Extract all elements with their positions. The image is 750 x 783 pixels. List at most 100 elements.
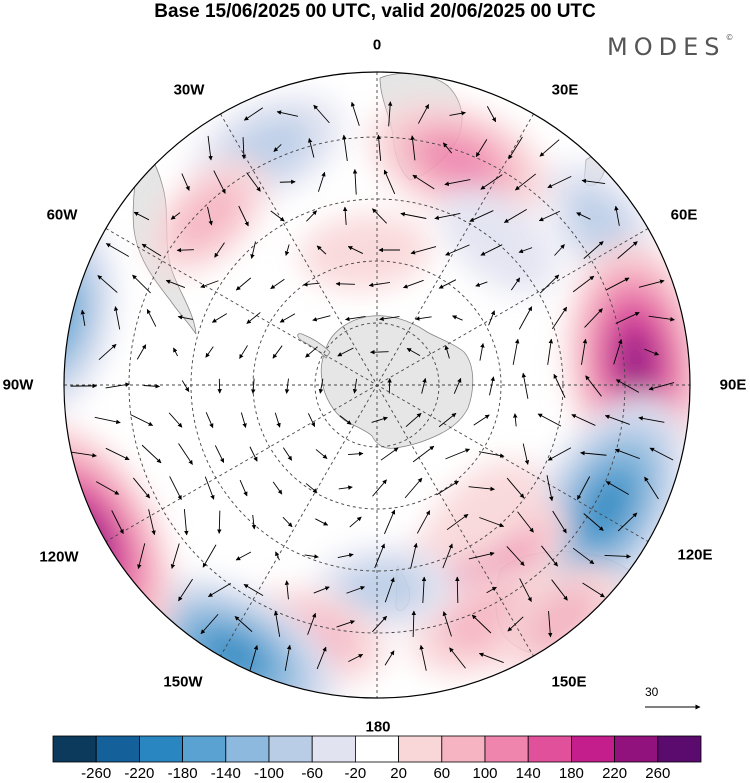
wind-arrow xyxy=(421,576,427,604)
wind-arrow xyxy=(315,449,328,459)
wind-arrow xyxy=(648,315,675,322)
wind-arrow xyxy=(638,279,665,288)
wind-arrow xyxy=(547,175,572,189)
lon-label-0: 0 xyxy=(372,36,382,54)
colorbar-label: -140 xyxy=(210,765,241,782)
colorbar-swatch xyxy=(614,735,659,763)
colorbar-swatch xyxy=(95,735,140,763)
wind-arrow xyxy=(168,412,183,428)
antarctic-peninsula xyxy=(297,333,331,359)
wind-arrow xyxy=(615,312,640,324)
wind-arrow xyxy=(181,380,190,392)
wind-arrow xyxy=(416,510,431,534)
wind-arrow xyxy=(371,416,388,423)
wind-arrow xyxy=(238,205,249,227)
wind-arrow xyxy=(383,169,396,195)
lon-label-120w: 120W xyxy=(39,548,79,566)
wind-arrow xyxy=(539,139,560,157)
wind-arrow xyxy=(133,211,150,221)
lon-label-150w: 150W xyxy=(163,673,203,691)
wind-arrow xyxy=(412,174,435,190)
wind-arrow xyxy=(538,210,560,222)
wind-arrow xyxy=(170,543,180,569)
anomaly-blob xyxy=(299,213,432,291)
wind-arrow xyxy=(313,104,330,124)
wind-arrow xyxy=(479,517,505,528)
colorbar-label: 260 xyxy=(645,765,671,782)
wind-arrow xyxy=(304,554,319,559)
wind-arrow xyxy=(272,345,283,359)
wind-arrow xyxy=(342,134,348,161)
wind-arrow xyxy=(478,652,504,664)
wind-arrow xyxy=(95,481,120,495)
brand-logo: MODES© xyxy=(607,33,733,61)
colorbar-swatch xyxy=(571,735,616,763)
wind-arrow xyxy=(132,477,151,499)
wind-arrow xyxy=(513,413,518,427)
wind-arrow xyxy=(148,509,156,536)
wind-arrow xyxy=(503,209,527,223)
wind-arrow xyxy=(177,315,194,320)
wind-arrow xyxy=(113,306,121,330)
wind-arrow xyxy=(546,475,554,502)
wind-arrow xyxy=(584,308,603,328)
wind-arrow xyxy=(576,212,591,220)
wind-arrow xyxy=(249,645,259,671)
wind-arrow xyxy=(582,582,605,598)
wind-arrow xyxy=(604,414,630,425)
wind-arrow xyxy=(251,378,256,394)
wind-arrow xyxy=(552,510,567,534)
wind-arrow xyxy=(200,280,219,288)
wind-arrow xyxy=(205,346,214,358)
colorbar-label: 100 xyxy=(472,765,498,782)
anomaly-blob xyxy=(618,332,654,393)
wind-arrow xyxy=(275,551,280,561)
lon-label-90w: 90W xyxy=(2,376,34,394)
wind-arrow xyxy=(412,445,435,463)
brand-name: MODES xyxy=(607,33,726,61)
wind-arrow xyxy=(581,338,588,365)
wind-arrow xyxy=(350,101,360,126)
colorbar-label: -60 xyxy=(301,765,324,782)
wind-arrow xyxy=(518,306,533,330)
colorbar-swatch xyxy=(52,735,97,763)
wind-arrow xyxy=(146,309,157,327)
wind-arrow xyxy=(284,644,292,671)
wind-arrow xyxy=(273,610,281,637)
colorbar-label: -220 xyxy=(124,765,155,782)
wind-arrow xyxy=(453,377,462,394)
wind-arrow xyxy=(449,111,466,116)
wind-arrow xyxy=(384,650,395,666)
wind-arrow xyxy=(547,611,553,638)
wind-arrow xyxy=(551,579,568,601)
wind-arrow xyxy=(141,444,162,464)
wind-arrow xyxy=(239,345,248,359)
wind-arrow xyxy=(141,243,162,257)
wind-arrow xyxy=(303,282,320,287)
wind-arrow xyxy=(585,375,602,397)
wind-arrow xyxy=(241,137,247,160)
wind-arrow xyxy=(250,241,256,259)
wind-arrow xyxy=(400,212,427,219)
wind-arrow xyxy=(315,518,329,526)
wind-arrow xyxy=(380,447,399,461)
lon-label-60w: 60W xyxy=(46,206,78,224)
wind-arrow xyxy=(214,242,225,258)
wind-arrow xyxy=(98,343,117,361)
wind-arrow xyxy=(136,344,147,360)
wind-arrow xyxy=(436,480,459,496)
colorbar-label: 180 xyxy=(558,765,584,782)
anomaly-blob xyxy=(439,186,557,295)
wind-arrow xyxy=(410,135,416,161)
anomaly-blob xyxy=(418,134,499,189)
wind-arrow xyxy=(506,477,525,499)
colorbar-label: -180 xyxy=(167,765,198,782)
wind-arrow xyxy=(384,509,396,535)
wind-arrow xyxy=(638,416,665,423)
wind-arrow xyxy=(165,279,186,288)
colorbar-label: 220 xyxy=(602,765,628,782)
wind-arrow xyxy=(200,613,219,635)
wind-arrow xyxy=(305,346,318,358)
wind-arrow xyxy=(372,208,387,224)
wind-arrow xyxy=(445,448,470,460)
